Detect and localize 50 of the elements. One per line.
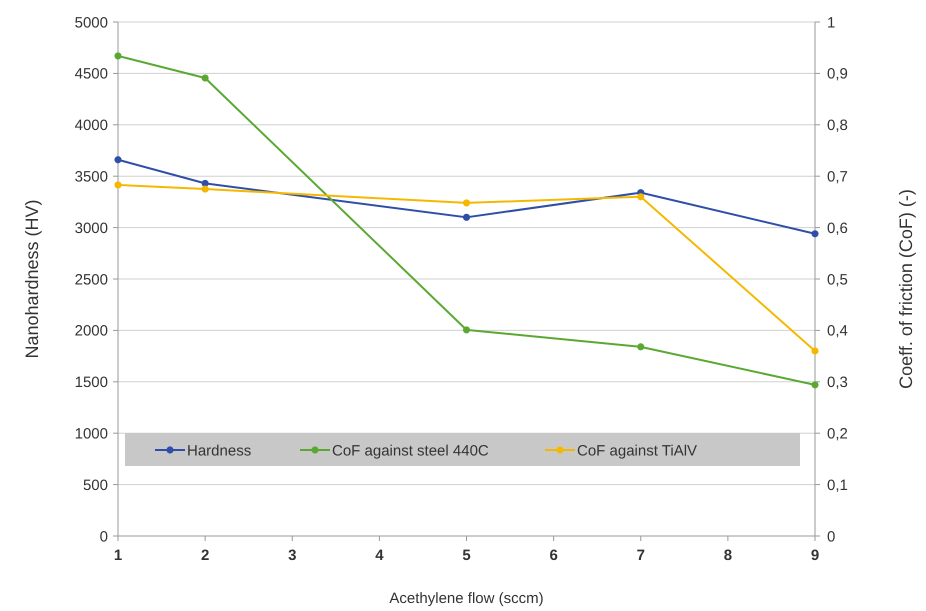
- point: [462, 326, 470, 334]
- point: [114, 52, 122, 60]
- legend-label: CoF against TiAlV: [577, 442, 698, 460]
- point: [811, 230, 819, 238]
- point: [202, 74, 209, 82]
- y-tick-label: 3000: [74, 220, 108, 237]
- x-tick-label: 3: [288, 547, 296, 564]
- y-tick-label: 4000: [74, 117, 108, 134]
- y-tick-label: 1000: [74, 425, 108, 442]
- y-tick-label: 5000: [74, 14, 108, 32]
- point: [637, 193, 644, 200]
- y2-tick-label: 0,1: [827, 476, 848, 494]
- legend-label: Hardness: [187, 442, 252, 460]
- x-tick-label: 2: [200, 547, 210, 564]
- point: [202, 185, 209, 193]
- x-tick-label: 5: [462, 547, 471, 564]
- x-tick-label: 6: [549, 547, 558, 564]
- y2-tick-label: 0,6: [827, 220, 848, 237]
- x-axis-title: Acethylene flow (sccm): [389, 590, 544, 607]
- point: [114, 181, 122, 188]
- x-tick-label: 8: [724, 547, 732, 564]
- point: [637, 343, 644, 350]
- y-axis-title: Nanohardness (HV): [22, 199, 42, 359]
- point: [114, 156, 122, 164]
- y2-tick-label: 0,8: [827, 117, 848, 134]
- y-tick-label: 500: [82, 476, 108, 494]
- y-tick-label: 0: [100, 528, 108, 546]
- point: [811, 347, 819, 355]
- x-tick-label: 4: [375, 547, 384, 564]
- x-tick-label: 7: [636, 547, 645, 564]
- y2-tick-label: 0: [827, 528, 836, 546]
- y2-tick-label: 0,7: [827, 168, 848, 186]
- x-tick-label: 9: [810, 547, 820, 564]
- y-tick-label: 2000: [74, 322, 108, 340]
- y-tick-label: 4500: [74, 66, 108, 83]
- x-tick-label: 1: [114, 547, 122, 564]
- legend-label: CoF against steel 440C: [332, 442, 489, 460]
- y2-tick-label: 1: [827, 14, 836, 32]
- point: [811, 381, 819, 388]
- y2-tick-label: 0,5: [827, 271, 848, 288]
- y2-tick-label: 0,4: [827, 322, 848, 340]
- y-tick-label: 1500: [74, 374, 108, 392]
- y-tick-label: 2500: [74, 271, 108, 288]
- y2-tick-label: 0,9: [827, 66, 848, 83]
- y2-axis-title: Coeff. of friction (CoF) (-): [896, 189, 916, 389]
- point: [462, 199, 470, 206]
- y2-tick-label: 0,2: [827, 425, 848, 442]
- y2-tick-label: 0,3: [827, 374, 848, 392]
- y-tick-label: 3500: [74, 168, 108, 186]
- point: [462, 214, 470, 221]
